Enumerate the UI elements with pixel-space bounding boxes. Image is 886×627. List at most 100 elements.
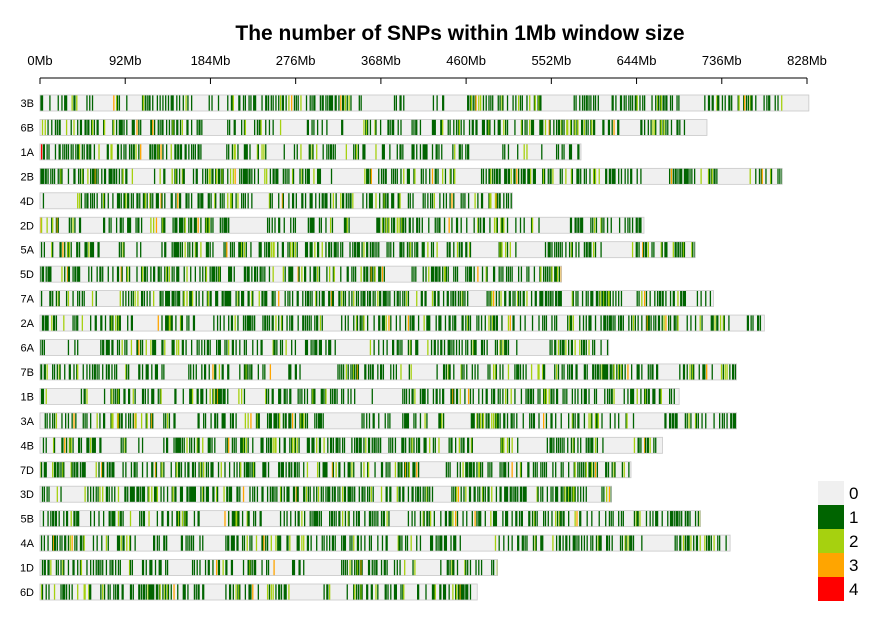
snp-window [428,315,430,332]
snp-window [636,217,638,234]
snp-window [241,437,244,454]
snp-window [402,412,404,429]
snp-window [115,168,118,185]
snp-window [317,241,320,258]
snp-window [655,315,657,332]
snp-window [408,217,410,234]
snp-window [585,95,587,111]
snp-window [686,168,688,185]
snp-window [718,95,720,111]
snp-window [661,290,663,307]
snp-window [202,168,204,185]
snp-window [110,388,112,405]
snp-window [599,290,601,307]
snp-window [652,510,654,527]
chromosome-label: 2A [21,318,35,330]
snp-window [367,363,370,380]
snp-window [227,363,229,380]
snp-window [562,461,564,478]
snp-window [81,315,83,332]
snp-window [112,412,114,429]
snp-window [429,315,431,332]
snp-window [173,584,175,600]
snp-window [178,241,180,258]
snp-window [575,95,577,111]
snp-window [631,388,633,405]
snp-window [404,388,406,405]
snp-window [737,95,739,111]
snp-window [275,315,277,332]
snp-window [661,510,663,527]
snp-window [128,559,131,576]
snp-window [653,315,655,332]
snp-window [153,168,156,185]
snp-window [332,143,335,160]
snp-window [471,437,473,454]
snp-window [613,461,615,478]
snp-window [645,241,648,258]
snp-window [164,192,166,209]
snp-window [555,241,558,258]
snp-window [394,461,397,478]
snp-window [509,241,511,258]
x-tick-label: 828Mb [787,53,827,68]
snp-window [357,290,360,307]
snp-window [338,95,340,111]
snp-window [214,266,216,283]
snp-window [52,535,55,552]
snp-window [511,510,513,527]
snp-window [73,510,75,527]
snp-window [117,266,120,283]
snp-window [236,486,238,503]
snp-window [521,535,523,552]
snp-window [286,388,288,405]
snp-window [544,266,547,283]
snp-window [194,241,196,258]
snp-window [664,412,666,429]
snp-window [505,192,508,209]
snp-window [298,535,300,552]
snp-window [571,241,574,258]
chromosome-5B: 5B [21,510,701,528]
snp-window [194,461,196,478]
snp-window [204,363,207,380]
snp-window [62,584,64,600]
snp-window [435,315,437,332]
snp-window [291,559,294,576]
snp-window [494,535,497,552]
snp-window [484,315,486,332]
snp-window [629,217,631,234]
snp-window [385,486,387,503]
snp-window [701,412,703,429]
snp-window [338,510,340,527]
snp-window [203,412,205,429]
snp-window [440,584,442,600]
snp-window [380,559,383,576]
snp-window [231,510,234,527]
snp-window [542,461,544,478]
snp-window [110,315,112,332]
snp-window [225,584,227,600]
snp-window [155,363,158,380]
snp-window [397,119,399,136]
snp-window [113,510,115,527]
snp-window [80,535,83,552]
snp-window [690,535,692,552]
snp-window [529,168,531,185]
snp-window [399,315,401,332]
snp-window [91,290,94,307]
snp-window [239,241,241,258]
snp-window [557,339,560,356]
snp-window [352,241,354,258]
snp-window [89,95,91,111]
snp-window [363,119,365,136]
snp-window [218,339,221,356]
snp-window [679,168,681,185]
snp-window [42,266,45,283]
snp-window [372,412,374,429]
snp-window [528,388,530,405]
snp-window [375,584,377,600]
snp-window [192,535,195,552]
snp-window [580,168,582,185]
snp-window [220,168,222,185]
